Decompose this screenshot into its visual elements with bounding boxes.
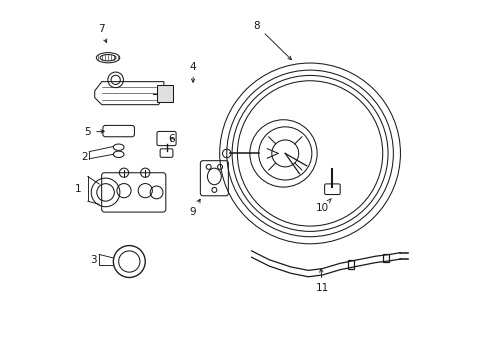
- Bar: [157, 85, 172, 102]
- Text: 6: 6: [168, 134, 175, 144]
- Bar: [383, 254, 388, 262]
- Text: 10: 10: [315, 198, 330, 213]
- Bar: [347, 260, 353, 269]
- Text: 2: 2: [81, 152, 87, 162]
- Text: 1: 1: [75, 184, 82, 194]
- Text: 9: 9: [189, 199, 200, 217]
- Text: 3: 3: [90, 255, 97, 265]
- Text: 4: 4: [189, 62, 196, 82]
- Text: 8: 8: [253, 21, 291, 60]
- Text: 7: 7: [98, 24, 106, 42]
- Text: 11: 11: [315, 269, 328, 293]
- Text: 5: 5: [84, 127, 104, 137]
